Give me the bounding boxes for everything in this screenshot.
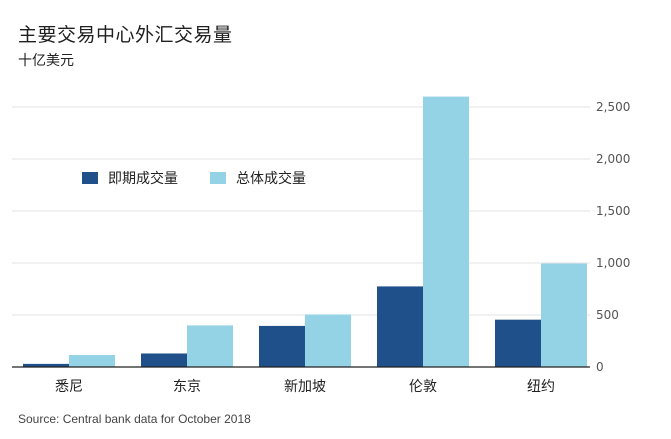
legend-swatch bbox=[82, 172, 98, 184]
legend-label: 即期成交量 bbox=[108, 170, 178, 187]
bar-spot-1 bbox=[141, 353, 187, 367]
unit-label: 十亿美元 bbox=[18, 53, 74, 69]
bar-total-2 bbox=[305, 314, 351, 367]
x-tick-label: 伦敦 bbox=[409, 379, 437, 395]
y-tick-label: 2,500 bbox=[596, 100, 630, 114]
y-tick-label: 0 bbox=[596, 360, 604, 374]
y-tick-label: 500 bbox=[596, 308, 619, 322]
x-tick-label: 悉尼 bbox=[55, 379, 83, 395]
grid-lines bbox=[12, 106, 590, 316]
bar-total-4 bbox=[541, 263, 587, 367]
x-tick-label: 纽约 bbox=[527, 379, 555, 395]
axes: 0 500 1,000 1,500 2,000 2,500 悉尼 东京 新加坡 伦敦 纽约 bbox=[12, 100, 630, 395]
bars bbox=[23, 96, 587, 367]
bar-spot-2 bbox=[259, 325, 305, 367]
bar-spot-4 bbox=[495, 319, 541, 367]
legend-swatch bbox=[210, 172, 226, 184]
bar-spot-3 bbox=[377, 286, 423, 367]
x-tick-label: 东京 bbox=[173, 379, 201, 395]
bar-total-0 bbox=[69, 355, 115, 367]
bar-total-3 bbox=[423, 96, 469, 367]
bar-spot-0 bbox=[23, 363, 69, 367]
y-tick-label: 2,000 bbox=[596, 152, 630, 166]
y-tick-label: 1,500 bbox=[596, 204, 630, 218]
legend-label: 总体成交量 bbox=[236, 170, 306, 187]
source-note: Source: Central bank data for October 20… bbox=[18, 412, 251, 426]
bar-total-1 bbox=[187, 325, 233, 367]
x-tick-label: 新加坡 bbox=[284, 379, 326, 395]
legend: 即期成交量 总体成交量 bbox=[82, 170, 306, 187]
chart-title: 主要交易中心外汇交易量 bbox=[18, 24, 233, 46]
y-tick-label: 1,000 bbox=[596, 256, 630, 270]
